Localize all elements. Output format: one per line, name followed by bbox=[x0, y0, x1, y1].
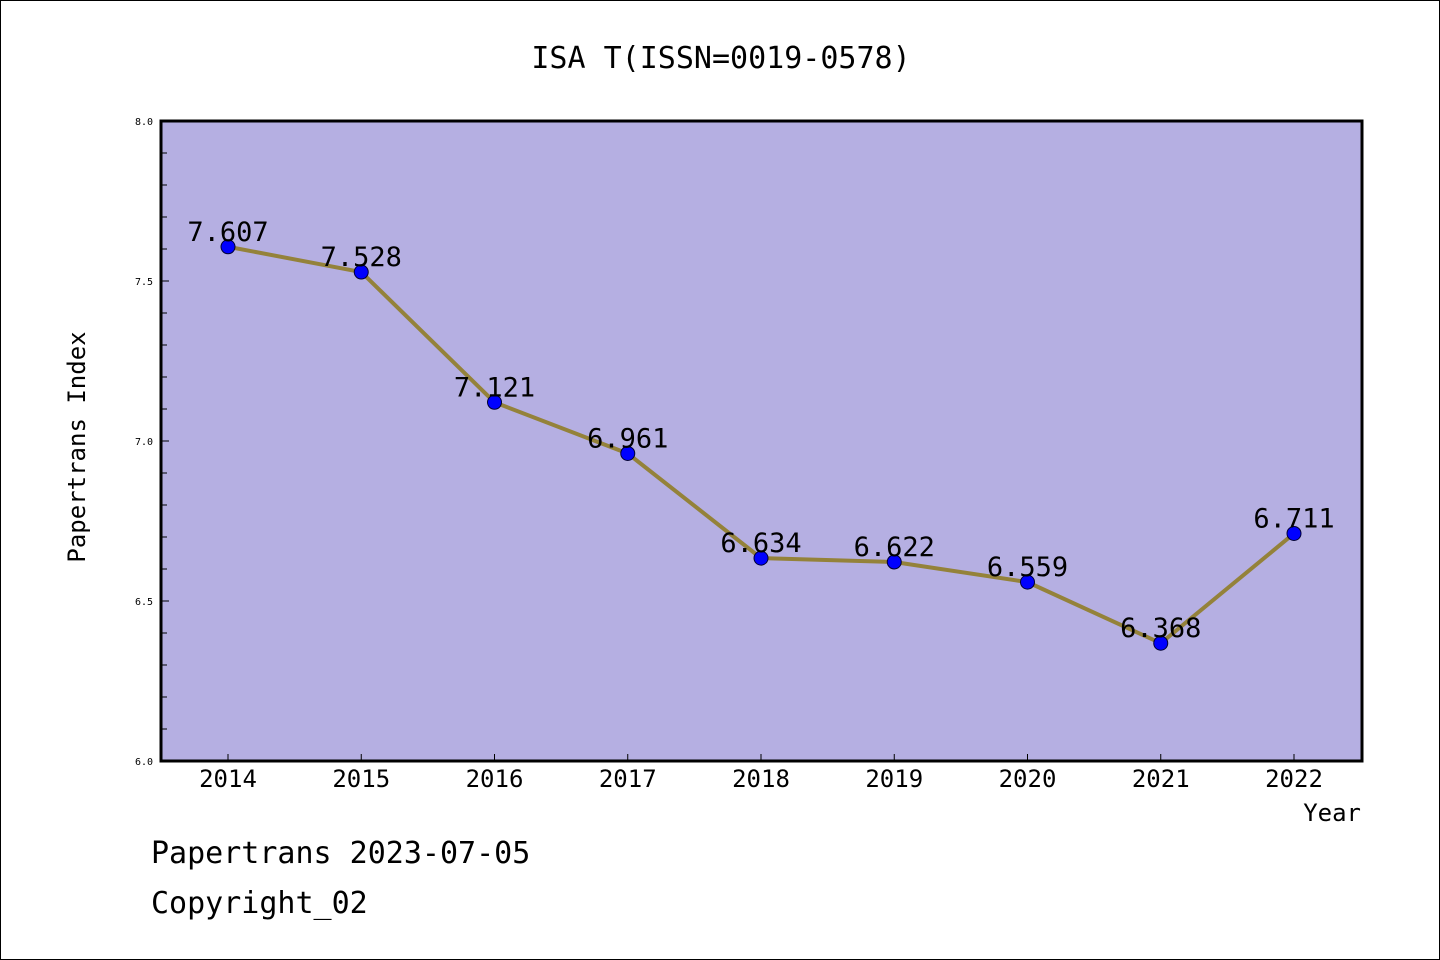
data-point bbox=[753, 550, 769, 566]
plot-border bbox=[159, 119, 1364, 763]
x-tick-label: 2014 bbox=[199, 765, 257, 793]
data-label: 6.559 bbox=[987, 552, 1068, 583]
x-tick-label: 2018 bbox=[732, 765, 790, 793]
plot-area: 6.0 6.5 7.0 7.5 8.0 2014 2015 2016 2017 2018 2019 2… bbox=[135, 117, 1364, 793]
data-label: 7.121 bbox=[454, 372, 535, 403]
plot-background bbox=[161, 121, 1362, 761]
y-tick-label: 7.5 bbox=[135, 277, 153, 288]
y-axis-label: Papertrans Index bbox=[63, 331, 91, 562]
data-point bbox=[220, 239, 236, 255]
y-tick-label: 8.0 bbox=[135, 117, 153, 128]
y-tick-label: 7.0 bbox=[135, 437, 153, 448]
x-tick-label: 2021 bbox=[1132, 765, 1190, 793]
data-point bbox=[886, 554, 902, 570]
data-label: 6.961 bbox=[587, 423, 668, 454]
x-tick-label: 2019 bbox=[865, 765, 923, 793]
data-label: 6.634 bbox=[720, 528, 801, 559]
data-point bbox=[487, 394, 502, 410]
data-point bbox=[1153, 635, 1169, 651]
data-label: 6.622 bbox=[854, 532, 935, 563]
data-point bbox=[620, 445, 636, 461]
x-tick-label: 2016 bbox=[466, 765, 524, 793]
footer-date: Papertrans 2023-07-05 bbox=[151, 836, 531, 871]
x-tick-label: 2017 bbox=[599, 765, 657, 793]
data-point bbox=[1286, 525, 1302, 541]
data-point bbox=[353, 264, 369, 280]
data-point bbox=[1020, 574, 1035, 590]
x-axis-label: Year bbox=[1303, 799, 1361, 827]
x-tick-label: 2015 bbox=[332, 765, 390, 793]
y-tick-label: 6.0 bbox=[135, 757, 153, 768]
chart-title: ISA T(ISSN=0019-0578) bbox=[531, 41, 910, 76]
data-label: 6.711 bbox=[1253, 503, 1334, 534]
data-label: 6.368 bbox=[1120, 613, 1201, 644]
data-label: 7.528 bbox=[321, 242, 402, 273]
x-tick-label: 2020 bbox=[999, 765, 1057, 793]
footer-copyright: Copyright_02 bbox=[151, 886, 368, 921]
x-tick-label: 2022 bbox=[1265, 765, 1323, 793]
data-label: 7.607 bbox=[187, 217, 268, 248]
y-tick-label: 6.5 bbox=[135, 597, 153, 608]
